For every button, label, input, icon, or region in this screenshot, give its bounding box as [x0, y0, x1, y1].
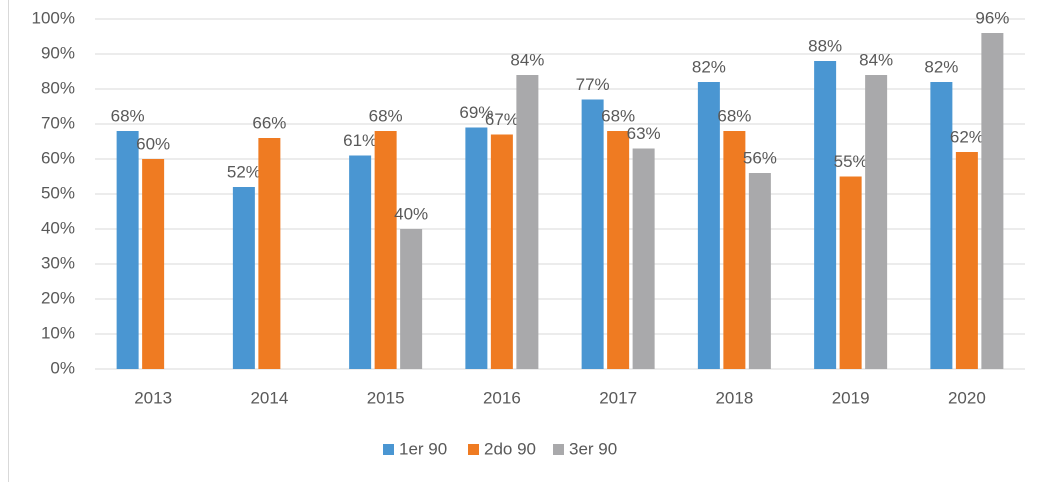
- x-tick-label: 2016: [483, 388, 521, 407]
- x-tick-label: 2017: [599, 388, 637, 407]
- y-tick-label: 0%: [50, 358, 75, 377]
- value-label: 84%: [510, 50, 544, 69]
- value-label: 68%: [369, 106, 403, 125]
- bar: [723, 131, 746, 369]
- x-tick-label: 2014: [250, 388, 288, 407]
- y-tick-label: 80%: [41, 78, 75, 97]
- x-tick-label: 2015: [367, 388, 405, 407]
- value-label: 68%: [111, 106, 145, 125]
- bar: [839, 176, 862, 369]
- y-tick-label: 90%: [41, 43, 75, 62]
- value-label: 67%: [485, 110, 519, 129]
- legend-label: 1er 90: [399, 439, 447, 458]
- y-tick-label: 50%: [41, 183, 75, 202]
- value-label: 68%: [601, 106, 635, 125]
- value-label: 69%: [459, 103, 493, 122]
- bar: [607, 131, 630, 369]
- bar: [930, 82, 953, 369]
- legend-label: 3er 90: [569, 439, 617, 458]
- legend-label: 2do 90: [484, 439, 536, 458]
- value-label: 82%: [924, 57, 958, 76]
- bar: [400, 229, 423, 369]
- bar: [748, 173, 771, 369]
- value-label: 55%: [834, 152, 868, 171]
- value-label: 52%: [227, 162, 261, 181]
- x-tick-label: 2013: [134, 388, 172, 407]
- x-tick-label: 2020: [948, 388, 986, 407]
- value-label: 96%: [975, 8, 1009, 27]
- bar: [232, 187, 255, 369]
- bar: [814, 61, 837, 369]
- bar: [697, 82, 720, 369]
- bar: [632, 148, 655, 369]
- bar: [374, 131, 397, 369]
- value-label: 68%: [717, 106, 751, 125]
- legend-swatch: [468, 444, 479, 455]
- value-label: 77%: [576, 75, 610, 94]
- y-tick-label: 100%: [32, 8, 75, 27]
- value-label: 88%: [808, 36, 842, 55]
- y-tick-label: 70%: [41, 113, 75, 132]
- y-tick-label: 10%: [41, 323, 75, 342]
- bar: [258, 138, 281, 369]
- x-tick-label: 2018: [715, 388, 753, 407]
- bar: [490, 134, 513, 369]
- x-tick-label: 2019: [832, 388, 870, 407]
- value-label: 84%: [859, 50, 893, 69]
- bar: [955, 152, 978, 369]
- bar: [116, 131, 139, 369]
- value-label: 66%: [252, 113, 286, 132]
- value-label: 63%: [627, 124, 661, 143]
- bar: [865, 75, 888, 369]
- y-tick-label: 30%: [41, 253, 75, 272]
- bar: [349, 155, 372, 369]
- bar: [516, 75, 539, 369]
- bar: [581, 99, 604, 369]
- bar: [142, 159, 165, 369]
- value-label: 82%: [692, 57, 726, 76]
- legend-swatch: [553, 444, 564, 455]
- value-label: 40%: [394, 204, 428, 223]
- bar: [981, 33, 1004, 369]
- y-tick-label: 40%: [41, 218, 75, 237]
- value-label: 62%: [950, 127, 984, 146]
- legend-swatch: [383, 444, 394, 455]
- value-label: 56%: [743, 148, 777, 167]
- value-label: 60%: [136, 134, 170, 153]
- y-tick-label: 60%: [41, 148, 75, 167]
- y-tick-label: 20%: [41, 288, 75, 307]
- value-label: 61%: [343, 131, 377, 150]
- bar: [465, 127, 488, 369]
